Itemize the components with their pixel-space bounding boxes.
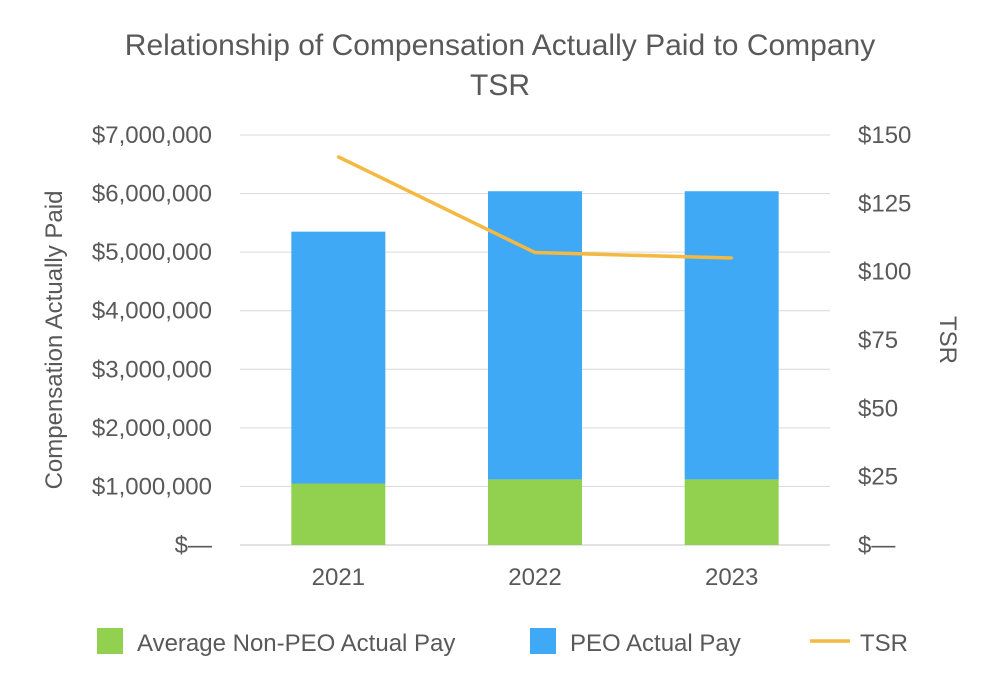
tsr-line-group [336,155,734,260]
y-tick-label: $6,000,000 [92,181,212,208]
tsr-point-2023 [730,256,734,260]
legend-label: TSR [860,630,908,657]
y-tick-label: $4,000,000 [92,298,212,325]
chart-title: Relationship of Compensation Actually Pa… [0,26,1000,106]
y2-tick-label: $75 [858,327,898,354]
bars [291,191,779,545]
y2-axis-title: TSR [934,316,961,364]
axes: $— $1,000,000 $2,000,000 $3,000,000 $4,000,0… [41,122,961,591]
y2-tick-label: $125 [858,190,911,217]
tsr-point-2022 [533,251,537,255]
y-tick-label: $1,000,000 [92,473,212,500]
y2-tick-label: $— [858,532,895,559]
y-axis-title: Compensation Actually Paid [41,191,68,490]
y-tick-label: $7,000,000 [92,122,212,149]
legend-swatch [530,628,556,654]
bar-peo-actual-pay-2021 [291,231,386,484]
tsr-point-2021 [336,155,340,159]
y2-tick-label: $150 [858,122,911,149]
bar-average-non-peo-actual-pay-2023 [684,479,779,545]
legend-label: Average Non-PEO Actual Pay [137,630,455,657]
chart-title-line-2: TSR [470,69,530,102]
x-tick-label: 2022 [508,564,561,591]
y2-tick-label: $25 [858,464,898,491]
bar-peo-actual-pay-2022 [488,191,582,480]
legend-swatch [97,628,123,654]
legend: Average Non-PEO Actual Pay PEO Actual Pay… [97,628,908,657]
y-tick-label: $3,000,000 [92,356,212,383]
y2-tick-label: $100 [858,259,911,286]
x-tick-label: 2023 [705,564,758,591]
chart-title-line-1: Relationship of Compensation Actually Pa… [124,29,876,62]
y-tick-label: $5,000,000 [92,239,212,266]
y-tick-label: $— [175,532,212,559]
bar-average-non-peo-actual-pay-2022 [488,479,582,545]
bar-average-non-peo-actual-pay-2021 [291,483,386,545]
legend-label: PEO Actual Pay [570,630,741,657]
bar-peo-actual-pay-2023 [684,191,779,480]
y-tick-label: $2,000,000 [92,415,212,442]
x-tick-label: 2021 [312,564,365,591]
y2-tick-label: $50 [858,395,898,422]
